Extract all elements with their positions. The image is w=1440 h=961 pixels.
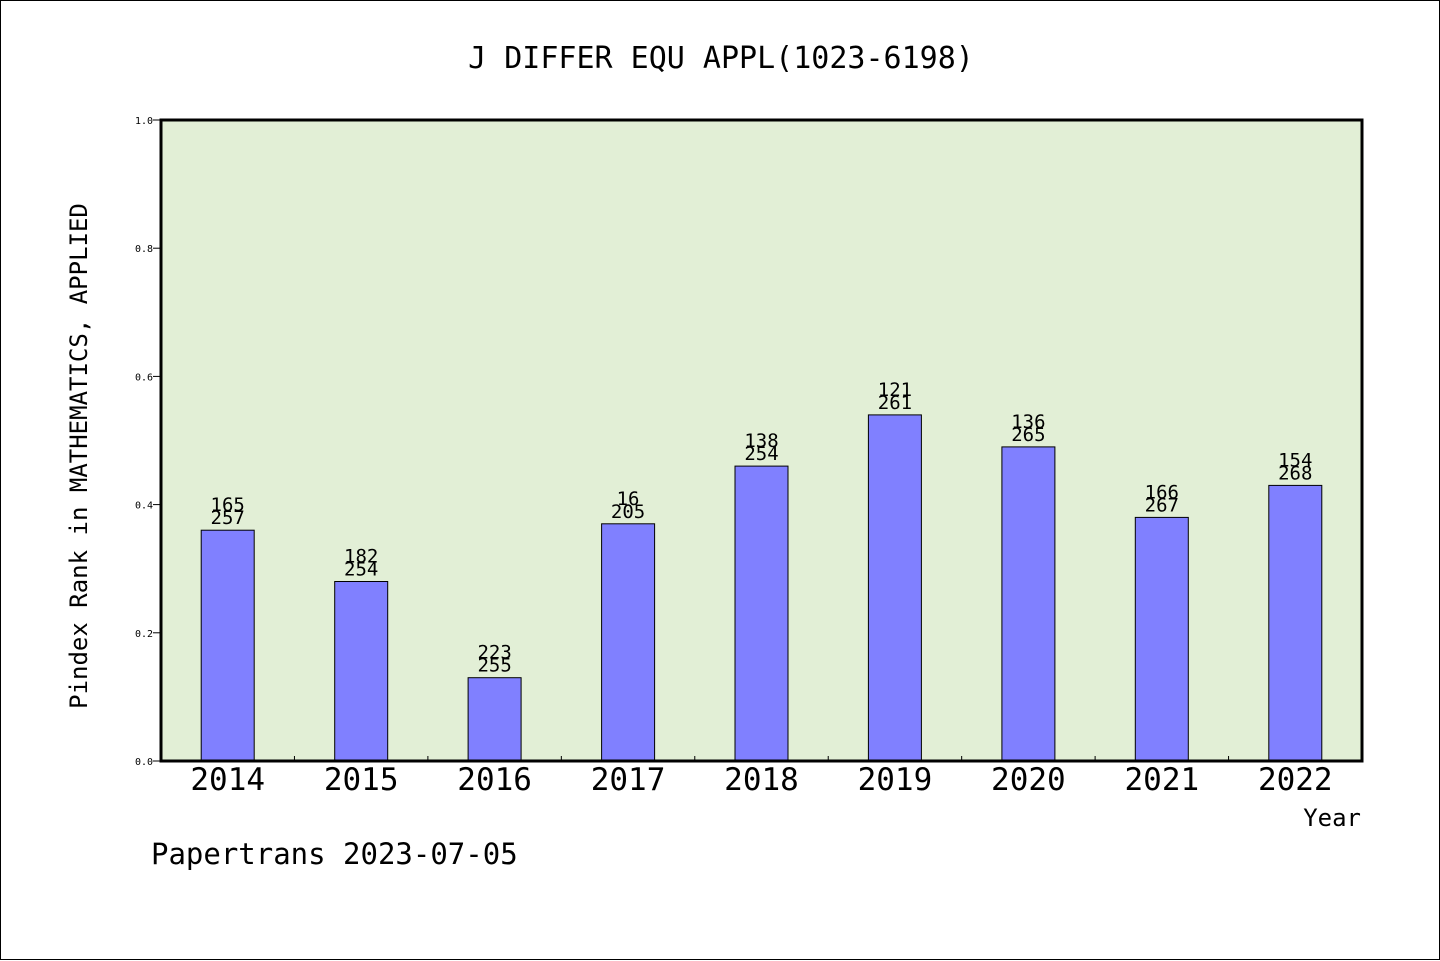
credit-text: Papertrans 2023-07-05 [151, 837, 518, 871]
rank-label: 166 [1145, 481, 1179, 503]
bar-2014 [200, 529, 255, 762]
x-tick-label: 2014 [190, 762, 265, 798]
x-axis-label: Year [1303, 804, 1361, 832]
total-label: 261 [878, 392, 912, 414]
x-tick-label: 2018 [724, 762, 799, 798]
rank-label: 154 [1278, 449, 1312, 471]
rank-label: 121 [878, 379, 912, 401]
bars-layer: 1652571822542232551620513825412126113626… [200, 379, 1323, 762]
bar-2021 [1134, 516, 1189, 762]
total-label: 268 [1278, 462, 1312, 484]
y-tick-label: 0.2 [135, 629, 153, 640]
y-axis-label: Pindex Rank in MATHEMATICS, APPLIED [65, 203, 93, 709]
rank-label: 182 [344, 546, 378, 568]
rank-label: 136 [1011, 411, 1045, 433]
x-tick-label: 2017 [591, 762, 666, 798]
total-label: 254 [744, 443, 778, 465]
rank-label: 223 [477, 642, 511, 664]
y-tick-label: 0.0 [135, 757, 153, 768]
rank-label: 165 [211, 494, 245, 516]
bar-2016 [467, 677, 522, 762]
x-tick-label: 2022 [1258, 762, 1333, 798]
x-ticks: 2014 2015 2016 2017 2018 2019 2020 2021 2022 [190, 756, 1333, 798]
y-tick-label: 0.6 [135, 372, 153, 383]
bar-2018 [734, 465, 789, 762]
bar-2019 [867, 414, 922, 762]
x-tick-label: 2020 [991, 762, 1066, 798]
total-label: 267 [1145, 494, 1179, 516]
bar-2020 [1001, 446, 1056, 762]
rank-label: 16 [617, 488, 640, 510]
total-label: 257 [211, 507, 245, 529]
total-label: 205 [611, 501, 645, 523]
y-tick-label: 0.8 [135, 244, 153, 255]
total-label: 265 [1011, 424, 1045, 446]
total-label: 254 [344, 559, 378, 581]
y-tick-label: 1.0 [135, 116, 153, 127]
total-label: 255 [477, 655, 511, 677]
chart-title: J DIFFER EQU APPL(1023-6198) [468, 41, 974, 76]
x-tick-label: 2021 [1125, 762, 1200, 798]
bar-2015 [334, 581, 389, 762]
x-tick-label: 2019 [858, 762, 933, 798]
y-tick-label: 0.4 [135, 501, 153, 512]
rank-label: 138 [744, 430, 778, 452]
y-ticks: 0.0 0.2 0.4 0.6 0.8 1.0 [135, 116, 161, 768]
x-tick-label: 2016 [457, 762, 532, 798]
x-tick-label: 2015 [324, 762, 399, 798]
plot-border [159, 118, 1364, 763]
bar-2022 [1268, 484, 1323, 762]
bar-2017 [601, 523, 656, 762]
